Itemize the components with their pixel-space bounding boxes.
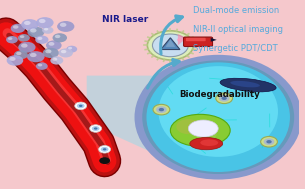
Circle shape [266,140,272,143]
Circle shape [42,27,53,34]
Circle shape [99,157,110,164]
Circle shape [14,50,28,59]
Ellipse shape [230,81,260,87]
Circle shape [11,24,25,33]
Circle shape [79,105,82,107]
Ellipse shape [146,62,290,172]
Circle shape [24,21,30,25]
Ellipse shape [190,138,223,150]
Circle shape [46,40,62,50]
Circle shape [153,104,170,115]
Text: NIR laser: NIR laser [102,15,149,24]
Circle shape [77,103,84,108]
Circle shape [13,25,19,29]
Circle shape [45,49,52,53]
Circle shape [48,42,54,46]
Circle shape [7,55,23,66]
Ellipse shape [200,139,218,146]
Circle shape [44,28,48,31]
Circle shape [52,33,67,42]
FancyBboxPatch shape [186,38,206,41]
Circle shape [216,93,232,104]
Circle shape [147,31,193,60]
Circle shape [60,23,66,27]
Circle shape [196,128,217,141]
Circle shape [39,19,45,23]
Ellipse shape [188,120,218,137]
Circle shape [176,119,200,134]
Circle shape [59,48,73,57]
Circle shape [61,50,66,53]
Ellipse shape [158,66,278,157]
Circle shape [30,29,37,33]
Circle shape [92,126,99,131]
Circle shape [38,64,42,67]
Circle shape [18,42,36,53]
Circle shape [68,47,72,49]
Circle shape [159,108,164,111]
Circle shape [16,52,21,55]
Circle shape [90,125,102,132]
Polygon shape [178,34,187,45]
Ellipse shape [135,55,302,180]
Circle shape [103,148,106,150]
Circle shape [36,17,54,28]
Circle shape [35,36,48,44]
Circle shape [8,37,13,40]
Circle shape [99,146,111,153]
Circle shape [27,51,45,62]
Circle shape [55,35,60,38]
Circle shape [30,53,37,57]
Circle shape [27,27,45,37]
Circle shape [101,147,109,152]
Ellipse shape [170,114,230,146]
Circle shape [18,34,30,42]
Text: Synergetic PDT/CDT: Synergetic PDT/CDT [193,44,278,53]
Circle shape [21,19,38,30]
Polygon shape [211,38,217,42]
Circle shape [20,35,24,38]
Circle shape [152,34,188,57]
Circle shape [75,102,87,110]
Circle shape [219,95,230,102]
Polygon shape [87,76,156,151]
Circle shape [57,21,74,32]
FancyBboxPatch shape [184,37,213,46]
Circle shape [36,62,48,70]
Circle shape [66,46,77,53]
Circle shape [21,43,27,48]
Circle shape [37,37,42,40]
Text: NIR-II optical imaging: NIR-II optical imaging [193,25,283,34]
Polygon shape [166,39,175,47]
Circle shape [94,127,97,130]
Ellipse shape [141,59,296,176]
Circle shape [156,106,167,113]
Circle shape [43,48,59,58]
Circle shape [52,58,57,61]
Circle shape [221,97,227,100]
Circle shape [50,56,63,65]
Polygon shape [161,38,180,50]
Ellipse shape [220,78,276,92]
Circle shape [9,57,16,61]
Circle shape [177,38,182,41]
Circle shape [6,36,18,43]
Circle shape [261,136,277,147]
Circle shape [264,138,274,145]
Text: Biodegradability: Biodegradability [179,90,260,99]
Text: Dual-mode emission: Dual-mode emission [193,6,279,15]
